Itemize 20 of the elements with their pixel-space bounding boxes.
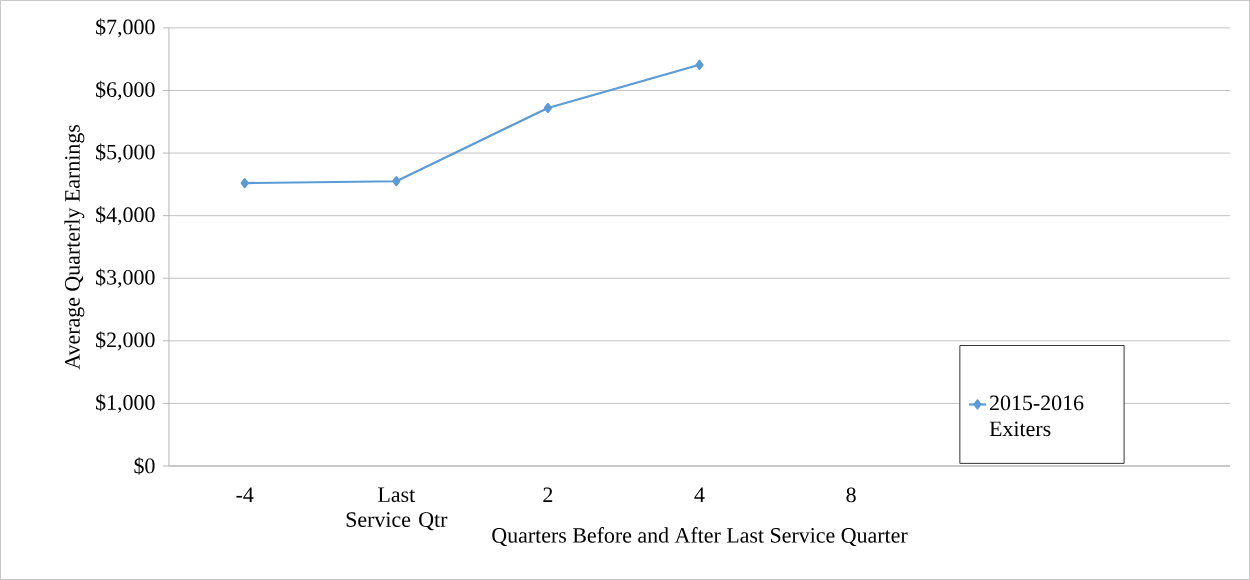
y-tick-label: $4,000 — [96, 206, 155, 226]
y-axis-title: Average Quarterly Earnings — [64, 125, 85, 370]
point — [543, 102, 552, 114]
x-tick-label: -4 — [236, 487, 254, 502]
x-tick-label: Last Service Qtr — [346, 487, 448, 531]
y-tick-label: $5,000 — [96, 143, 155, 163]
y-tick-label: $3,000 — [96, 268, 155, 288]
point — [695, 59, 704, 70]
legend-label: 2015-2016 Exiters — [989, 395, 1084, 437]
y-tick-label: $0 — [134, 457, 155, 475]
x-axis-title: Quarters Before and After Last Service Quarter — [492, 527, 908, 547]
y-tick-label: $7,000 — [96, 18, 155, 38]
x-tick-label: 8 — [846, 487, 856, 503]
x-tick-label: 4 — [694, 487, 705, 502]
point — [240, 178, 249, 189]
y-tick-label: $1,000 — [96, 393, 155, 414]
point — [392, 176, 401, 187]
y-tick-label: $2,000 — [96, 331, 155, 351]
x-tick-label: 2 — [543, 487, 553, 503]
y-tick-label: $6,000 — [96, 80, 155, 101]
